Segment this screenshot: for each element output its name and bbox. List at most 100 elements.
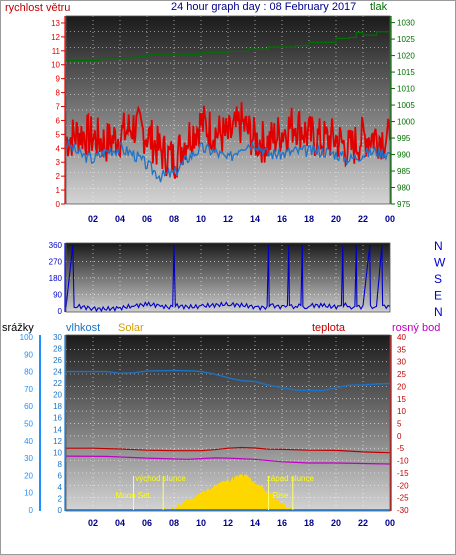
y-tick-label: 7	[56, 103, 61, 112]
x-tick-label: 10	[196, 518, 206, 528]
x-tick-label: 00	[385, 214, 395, 224]
x-tick-label: 08	[169, 214, 179, 224]
y-tick-label: -25	[397, 494, 409, 503]
y-tick-label: 975	[397, 200, 411, 209]
temperature-line	[66, 446, 391, 454]
wind-gust-line	[65, 139, 391, 183]
y-tick-label: 1015	[397, 68, 415, 77]
y-tick-label: -20	[397, 481, 409, 490]
y-tick-label: 1030	[397, 19, 415, 28]
x-tick-label: 04	[115, 518, 125, 528]
y-tick-label: 40	[24, 437, 33, 446]
x-tick-label: 06	[142, 214, 152, 224]
x-tick-label: 00	[385, 518, 395, 528]
y-tick-label: 9	[56, 75, 61, 84]
y-tick-label: 4	[56, 144, 61, 153]
y-tick-label: 20	[53, 391, 62, 400]
y-tick-label: 100	[20, 333, 34, 342]
compass-label: N	[434, 305, 443, 319]
x-tick-label: 04	[115, 214, 125, 224]
compass-label: N	[434, 239, 443, 253]
y-tick-label: 60	[24, 402, 33, 411]
y-tick-label: 13	[51, 19, 60, 28]
x-tick-label: 12	[223, 214, 233, 224]
y-tick-label: 20	[397, 382, 406, 391]
sun-moon-annotations: Moon Set východ slunce západ slunce Rise	[116, 474, 315, 510]
y-tick-label: 70	[24, 385, 33, 394]
y-tick-label: 1010	[397, 85, 415, 94]
y-tick-label: 50	[24, 420, 33, 429]
sunrise-label: východ slunce	[135, 474, 186, 483]
moon-set-label: Moon Set	[116, 491, 151, 500]
x-tick-label: 14	[250, 518, 260, 528]
y-tick-label: 10	[53, 448, 62, 457]
compass-label: W	[434, 256, 446, 270]
temperature-y-ticks: -30 -25 -20 -15 -10 -5 0 5 10 15 20 25 30 35 40	[397, 333, 409, 515]
y-tick-label: -30	[397, 506, 409, 515]
humidity-label: vlhkost	[66, 322, 100, 334]
rain-y-ticks: 0 10 20 30 40 50 60 70 80 90 100	[20, 333, 34, 515]
wind-axis-label: rychlost větru	[5, 2, 70, 14]
y-tick-label: -15	[397, 469, 409, 478]
y-tick-label: 28	[53, 345, 62, 354]
y-tick-label: 0	[58, 506, 63, 515]
climate-panel-series: Moon Set východ slunce západ slunce Rise	[65, 369, 391, 511]
climate-panel-border	[65, 334, 391, 512]
x-tick-label: 02	[88, 214, 98, 224]
y-tick-label: 12	[51, 33, 60, 42]
y-tick-label: 8	[56, 89, 61, 98]
x-tick-label: 16	[277, 214, 287, 224]
y-tick-label: 360	[49, 241, 63, 250]
x-tick-label: 06	[142, 518, 152, 528]
dewpoint-label: rosný bod	[392, 322, 440, 334]
rain-label: srážky	[2, 322, 34, 334]
y-tick-label: 90	[24, 350, 33, 359]
dewpoint-line	[65, 455, 391, 465]
y-tick-label: 90	[53, 291, 62, 300]
x-tick-label: 22	[358, 214, 368, 224]
wind-direction-line	[65, 244, 391, 313]
climate-x-ticks: 02 04 06 08 10 12 14 16 18 20 22 00	[88, 518, 395, 528]
wind-x-ticks: 02 04 06 08 10 12 14 16 18 20 22 00	[88, 214, 395, 224]
y-tick-label: 1000	[397, 118, 415, 127]
sunset-label: západ slunce	[267, 474, 315, 483]
y-tick-label: 10	[51, 61, 60, 70]
compass-label: S	[434, 272, 442, 286]
y-tick-label: 14	[53, 425, 62, 434]
y-tick-label: 25	[397, 370, 406, 379]
y-tick-label: 26	[53, 356, 62, 365]
y-tick-label: 0	[29, 506, 34, 515]
x-tick-label: 02	[88, 518, 98, 528]
y-tick-label: 35	[397, 345, 406, 354]
x-tick-label: 10	[196, 214, 206, 224]
y-tick-label: 30	[24, 454, 33, 463]
y-tick-label: 16	[53, 414, 62, 423]
y-tick-label: 3	[56, 158, 61, 167]
y-tick-label: 11	[52, 47, 61, 56]
moon-rise-label: Rise	[273, 491, 290, 500]
direction-panel-series	[65, 244, 391, 313]
y-tick-label: 20	[24, 471, 33, 480]
x-tick-label: 20	[331, 518, 341, 528]
y-tick-label: -10	[397, 457, 409, 466]
y-tick-label: 995	[397, 134, 411, 143]
y-tick-label: 1020	[397, 52, 415, 61]
y-tick-label: 8	[58, 460, 63, 469]
y-tick-label: 990	[397, 151, 411, 160]
x-tick-label: 08	[169, 518, 179, 528]
y-tick-label: 22	[53, 379, 62, 388]
y-tick-label: 270	[49, 258, 63, 267]
y-tick-label: 5	[56, 130, 61, 139]
x-tick-label: 22	[358, 518, 368, 528]
y-tick-label: 18	[53, 402, 62, 411]
direction-panel-border	[65, 242, 391, 313]
x-tick-label: 16	[277, 518, 287, 528]
y-tick-label: 2	[58, 494, 63, 503]
pressure-line	[66, 30, 391, 62]
wind-panel-border	[65, 15, 391, 205]
compass-label: E	[434, 289, 442, 303]
y-tick-label: 30	[53, 333, 62, 342]
